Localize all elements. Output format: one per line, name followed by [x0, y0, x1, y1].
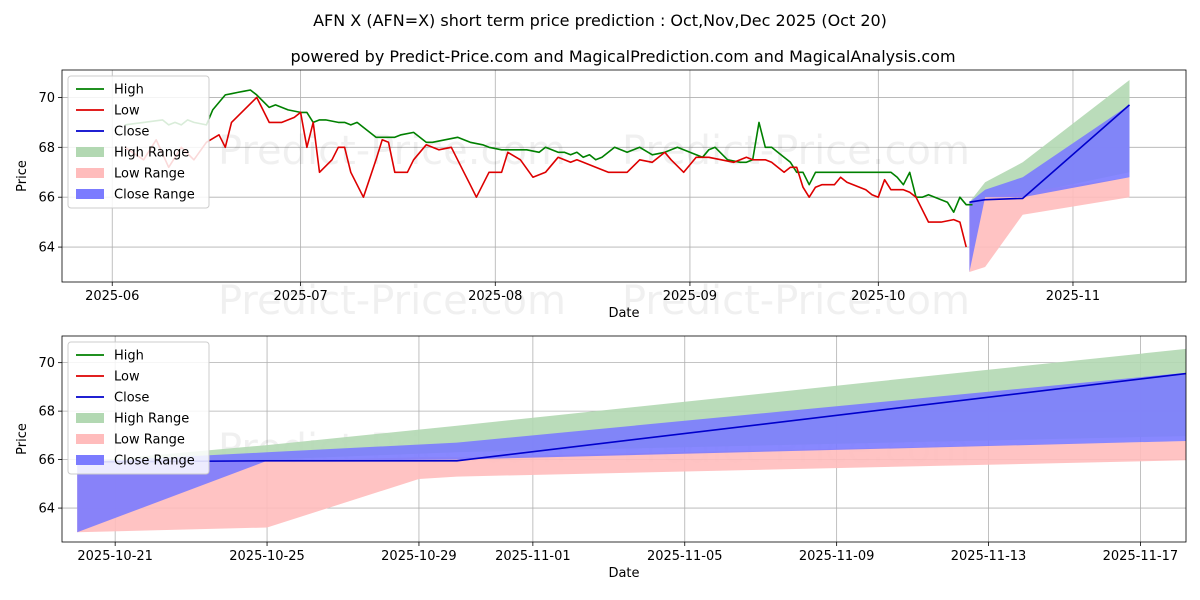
legend-swatch-close-range	[76, 189, 104, 199]
x-tick-label: 2025-10-29	[381, 549, 457, 564]
legend-label: Close	[114, 125, 149, 140]
low-range-band	[969, 177, 1130, 272]
legend-label: Low Range	[114, 433, 185, 448]
low-line	[124, 96, 967, 248]
legend-swatch-low-range	[76, 434, 104, 444]
x-tick-label: 2025-11-05	[647, 549, 723, 564]
y-tick-label: 66	[38, 453, 55, 468]
watermark-text: Predict-Price.com	[218, 278, 566, 324]
y-tick-label: 64	[38, 241, 55, 256]
x-tick-label: 2025-11-09	[799, 549, 875, 564]
x-tick-label: 2025-07	[273, 289, 327, 304]
plot-area	[124, 80, 1131, 273]
legend-label: High	[114, 83, 144, 98]
legend-label: High Range	[114, 146, 189, 161]
y-tick-label: 64	[38, 502, 55, 517]
y-tick-label: 70	[38, 91, 55, 106]
watermark-text: Predict-Price.com	[622, 128, 970, 174]
legend-label: High	[114, 349, 144, 364]
chart-legend: High Low Close High Range Low Range Close Ran…	[67, 341, 210, 475]
y-tick-label: 68	[38, 141, 55, 156]
legend-swatch-high-range	[76, 413, 104, 423]
legend-label: Low	[114, 104, 140, 119]
legend-swatch-low-range	[76, 168, 104, 178]
x-tick-label: 2025-10-25	[229, 549, 305, 564]
history-chart-panel: Predict-Price.com Predict-Price.com Predic…	[15, 69, 1187, 324]
legend-label: Close	[114, 391, 149, 406]
x-tick-label: 2025-11	[1046, 289, 1100, 304]
x-axis-label: Date	[608, 306, 639, 321]
axes-frame	[61, 69, 1187, 283]
x-tick-label: 2025-11-13	[951, 549, 1027, 564]
legend-label: Low Range	[114, 167, 185, 182]
x-tick-label: 2025-09	[663, 289, 717, 304]
watermark-text: Predict-Price.com	[622, 278, 970, 324]
legend-swatch-high-range	[76, 147, 104, 157]
legend-swatch-close-range	[76, 455, 104, 465]
y-axis-label: Price	[15, 423, 30, 455]
x-tick-label: 2025-11-01	[495, 549, 571, 564]
y-tick-label: 68	[38, 405, 55, 420]
legend-label: Low	[114, 370, 140, 385]
low-range-band	[77, 440, 1186, 533]
close-range-band	[77, 372, 1186, 533]
legend-label: Close Range	[114, 454, 195, 469]
x-tick-label: 2025-06	[85, 289, 139, 304]
x-tick-label: 2025-10	[851, 289, 905, 304]
y-axis-label: Price	[15, 160, 30, 192]
prediction-chart-panel: Predict-Price.comPredict-Price.com2025-1…	[15, 335, 1187, 581]
x-tick-label: 2025-08	[468, 289, 522, 304]
chart-legend: High Low Close High Range Low Range Close Ran…	[67, 75, 210, 209]
x-axis-label: Date	[608, 566, 639, 581]
y-tick-label: 66	[38, 191, 55, 206]
high-line	[124, 89, 973, 213]
watermark-text: Predict-Price.com	[218, 128, 566, 174]
close-line	[969, 104, 1131, 203]
close-range-band	[969, 104, 1130, 273]
x-tick-label: 2025-11-17	[1103, 549, 1179, 564]
chart-subtitle: powered by Predict-Price.com and Magical…	[290, 47, 955, 66]
chart-title: AFN X (AFN=X) short term price predictio…	[313, 11, 887, 30]
legend-label: Close Range	[114, 188, 195, 203]
axes-frame	[61, 335, 1187, 543]
y-tick-label: 70	[38, 356, 55, 371]
x-tick-label: 2025-10-21	[77, 549, 153, 564]
legend-label: High Range	[114, 412, 189, 427]
